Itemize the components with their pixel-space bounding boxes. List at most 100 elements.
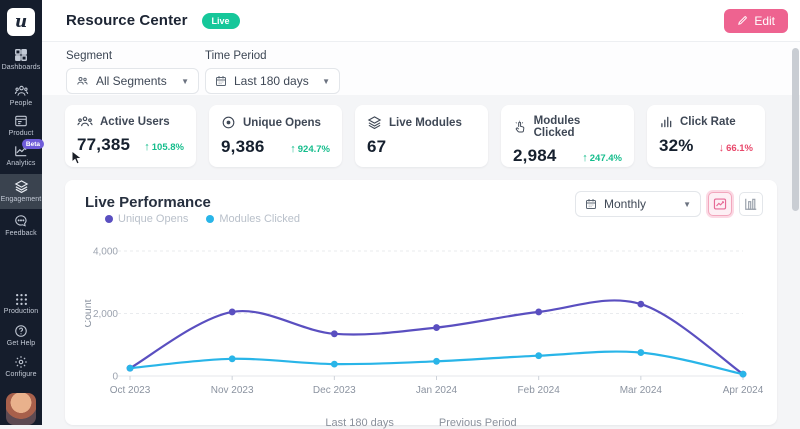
svg-text:0: 0 [112,372,118,383]
stat-card-active-users: Active Users 77,385 ↑ 105.8% [65,105,196,167]
legend-label: Unique Opens [118,213,189,225]
stat-delta: ↑ 924.7% [290,143,330,155]
data-point[interactable] [228,355,236,363]
users-icon [77,116,93,127]
data-point[interactable] [330,360,338,368]
production-icon [15,294,27,305]
svg-text:2,000: 2,000 [93,309,118,320]
chart-footer: Last 180 days Previous Period [65,417,777,429]
data-point[interactable] [535,308,543,316]
granularity-value: Monthly [604,197,647,211]
layers-icon [367,116,382,130]
stat-card-unique-opens: Unique Opens 9,386 ↑ 924.7% [209,105,342,167]
pencil-icon [738,16,748,25]
time-period-value: Last 180 days [234,74,309,88]
arrow-up-icon: ↑ [290,143,296,155]
time-period-dropdown[interactable]: Last 180 days ▼ [205,68,340,94]
stat-value: 67 [367,137,387,156]
product-icon [15,115,27,127]
time-period-filter: Time Period Last 180 days ▼ [205,50,340,94]
data-point[interactable] [433,324,440,331]
segment-label: Segment [66,50,113,62]
footer-compare-label: Previous Period [438,417,517,429]
data-point[interactable] [126,364,134,372]
people-icon [14,85,28,96]
sidebar-item-people[interactable]: People [0,84,42,107]
dashboards-icon [15,49,27,61]
stat-card-click-rate: Click Rate 32% ↓ 66.1% [647,105,765,167]
legend-dot [206,215,215,223]
stat-label: Active Users [100,115,170,128]
sidebar-item-dashboards[interactable]: Dashboards [0,48,42,71]
granularity-dropdown[interactable]: Monthly ▼ [575,191,701,217]
data-point[interactable] [535,352,543,360]
panel-title: Live Performance [85,194,211,211]
time-period-label: Time Period [205,50,267,62]
line-chart-icon [713,198,727,210]
data-point[interactable] [330,330,338,338]
stat-card-modules-clicked: Modules Clicked 2,984 ↑ 247.4% [501,105,634,167]
arrow-up-icon: ↑ [582,152,588,164]
svg-text:Oct 2023: Oct 2023 [110,385,151,396]
filters-bar: Segment All Segments ▼ Time Period Last … [42,42,800,95]
sidebar-item-production[interactable]: Production [0,293,42,315]
stat-label: Unique Opens [243,116,321,129]
app-logo[interactable]: u [7,8,35,36]
stat-card-live-modules: Live Modules 67 [355,105,488,167]
stat-label: Modules Clicked [533,115,581,139]
engagement-icon [14,180,28,194]
sidebar-item-engagement[interactable]: Engagement [0,174,42,209]
stat-delta: ↑ 105.8% [144,141,184,153]
data-point[interactable] [637,349,645,356]
legend-label: Modules Clicked [219,213,301,225]
sidebar-item-product[interactable]: Product [0,114,42,137]
segment-value: All Segments [96,74,167,88]
line-chart-toggle[interactable] [708,192,732,216]
user-avatar[interactable] [6,393,36,425]
vertical-scrollbar [792,44,799,423]
sidebar-item-label: Dashboards [1,64,41,71]
stat-delta: ↑ 247.4% [582,152,622,164]
page-header: Resource Center Live Edit [42,0,800,42]
data-point[interactable] [228,308,236,316]
chart-legend: Unique Opens Modules Clicked [105,213,300,225]
chevron-down-icon: ▼ [322,76,330,86]
sidebar-item-analytics[interactable]: Beta Analytics [0,139,44,167]
sidebar-item-get-help[interactable]: Get Help [0,324,42,347]
click-hand-icon [515,120,525,133]
line-chart[interactable]: 0 2,000 4,000 Count Oct 2023 Nov 2023 Dec 2023… [85,232,765,425]
eye-icon [222,116,235,129]
mouse-cursor [71,150,83,165]
data-point[interactable] [739,370,747,378]
configure-icon [15,356,27,368]
legend-dot [105,215,113,223]
arrow-up-icon: ↑ [144,141,150,153]
svg-text:Nov 2023: Nov 2023 [211,385,254,396]
sidebar-item-feedback[interactable]: Feedback [0,214,42,237]
svg-text:Apr 2024: Apr 2024 [723,385,764,396]
page-title: Resource Center [66,12,188,29]
stat-value: 2,984 [513,146,557,165]
stat-label: Live Modules [389,116,462,129]
calendar-icon [216,76,226,86]
arrow-down-icon: ↓ [718,142,725,154]
bar-chart-toggle[interactable] [739,192,763,216]
edit-button[interactable]: Edit [724,8,788,33]
svg-text:4,000: 4,000 [93,247,118,258]
sidebar-item-configure[interactable]: Configure [0,355,42,378]
panel-controls: Monthly ▼ [575,191,763,217]
sidebar-item-label: Get Help [6,340,36,347]
stat-cards: Active Users 77,385 ↑ 105.8% Unique Opens… [65,105,765,167]
data-point[interactable] [433,357,440,365]
legend-item[interactable]: Unique Opens [105,213,188,225]
data-point[interactable] [637,300,645,308]
scrollbar-thumb[interactable] [792,48,799,211]
sidebar-item-label: Feedback [5,230,37,237]
segment-dropdown[interactable]: All Segments ▼ [66,68,199,94]
calendar-icon [586,199,596,209]
legend-item[interactable]: Modules Clicked [206,213,300,225]
svg-text:Feb 2024: Feb 2024 [518,385,561,396]
footer-range-label: Last 180 days [325,417,394,429]
sidebar-item-label: Analytics [6,160,36,167]
stat-label: Click Rate [680,116,736,128]
